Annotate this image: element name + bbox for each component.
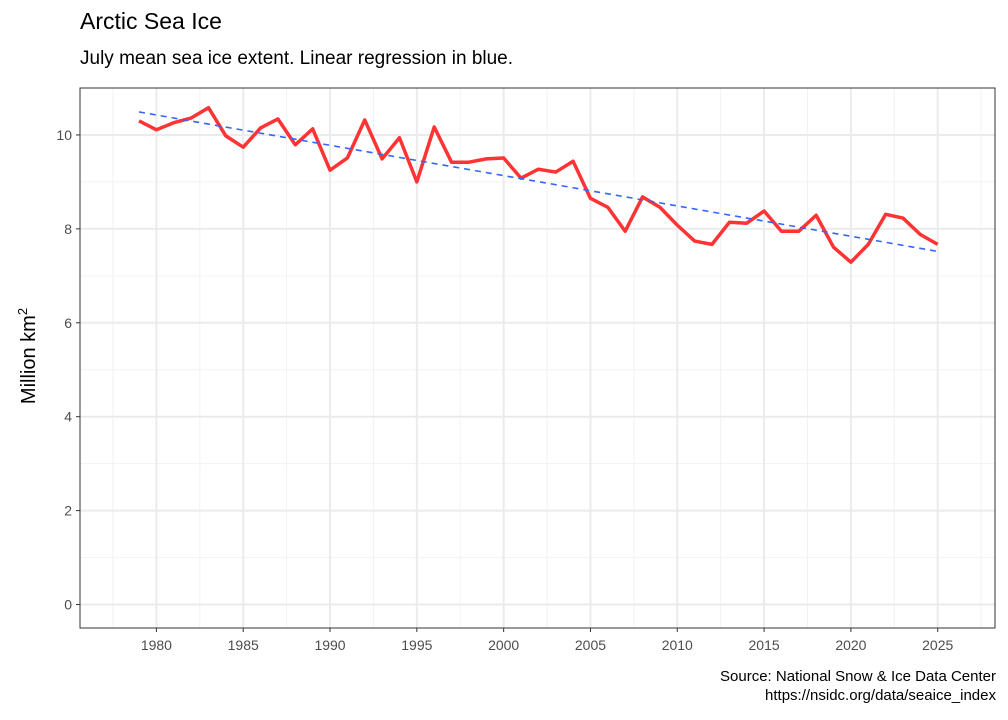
plot-border: [79, 87, 996, 629]
x-tick-label: 1990: [314, 637, 345, 653]
x-tick-label: 1980: [141, 637, 172, 653]
chart-title: Arctic Sea Ice: [80, 8, 222, 34]
x-tick-label: 2005: [575, 637, 606, 653]
x-tick-label: 2015: [749, 637, 780, 653]
y-tick-label: 6: [64, 315, 72, 331]
regression-line: [138, 111, 938, 253]
caption: Source: National Snow & Ice Data Center …: [720, 667, 996, 705]
x-tick-label: 2000: [488, 637, 519, 653]
sea-ice-extent-line: [138, 105, 939, 264]
x-tick-label: 1995: [401, 637, 432, 653]
y-tick-label: 8: [64, 221, 72, 237]
caption-url: https://nsidc.org/data/seaice_index: [765, 687, 996, 704]
x-tick-label: 2020: [835, 637, 866, 653]
x-tick-label: 1985: [228, 637, 259, 653]
y-tick-label: 2: [64, 503, 72, 519]
chart-subtitle: July mean sea ice extent. Linear regress…: [80, 48, 514, 69]
x-tick-label: 2025: [922, 637, 953, 653]
y-tick-label: 10: [56, 127, 72, 143]
y-tick-label: 0: [64, 597, 72, 613]
y-tick-label: 4: [64, 409, 72, 425]
x-tick-label: 2010: [662, 637, 693, 653]
caption-source: Source: National Snow & Ice Data Center: [720, 668, 996, 685]
